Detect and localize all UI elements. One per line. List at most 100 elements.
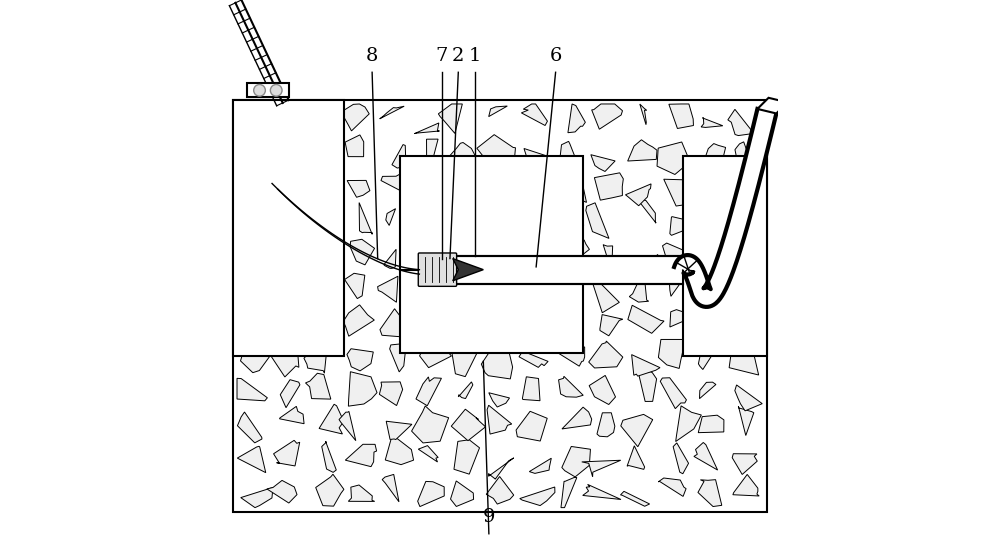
Polygon shape [237,378,267,401]
Polygon shape [266,313,301,335]
Text: 6: 6 [549,47,562,64]
Polygon shape [490,207,506,224]
Polygon shape [304,349,327,373]
Polygon shape [708,320,728,352]
Polygon shape [243,220,271,244]
Polygon shape [547,292,565,321]
Polygon shape [712,197,738,222]
Polygon shape [392,145,406,168]
Polygon shape [698,343,715,370]
Polygon shape [244,144,266,170]
Polygon shape [592,104,622,129]
Polygon shape [418,481,444,507]
Polygon shape [707,282,743,321]
Polygon shape [516,411,547,441]
Polygon shape [518,163,539,190]
Polygon shape [451,160,465,184]
Polygon shape [555,259,575,285]
Polygon shape [498,311,513,339]
Polygon shape [732,454,757,474]
Polygon shape [271,173,301,204]
Polygon shape [533,237,549,266]
Polygon shape [450,142,475,168]
Polygon shape [481,345,513,379]
Polygon shape [350,239,375,265]
Polygon shape [448,167,478,195]
Polygon shape [621,414,653,446]
Bar [400,156,583,353]
Polygon shape [274,440,300,466]
Polygon shape [561,240,589,264]
Polygon shape [322,441,336,473]
Polygon shape [310,147,315,161]
Polygon shape [628,140,657,161]
Polygon shape [702,280,720,300]
Polygon shape [412,160,439,177]
Polygon shape [489,106,507,117]
Polygon shape [515,290,533,309]
Polygon shape [385,435,414,465]
Polygon shape [545,200,578,227]
Polygon shape [451,481,474,507]
Polygon shape [728,110,754,136]
Polygon shape [237,183,262,206]
Bar [433,256,683,284]
Polygon shape [640,104,647,125]
Polygon shape [511,196,530,217]
Polygon shape [694,297,709,324]
Polygon shape [516,211,549,234]
Polygon shape [319,404,344,434]
Polygon shape [481,332,503,349]
Polygon shape [520,487,555,505]
Polygon shape [275,283,293,307]
Polygon shape [484,180,513,210]
Polygon shape [452,346,478,376]
Polygon shape [663,243,688,262]
Polygon shape [583,484,621,499]
Polygon shape [452,326,470,349]
Polygon shape [589,341,623,368]
Polygon shape [241,488,273,508]
Polygon shape [310,326,322,350]
Polygon shape [519,351,548,368]
Polygon shape [420,334,451,368]
Polygon shape [246,246,270,271]
Polygon shape [738,406,754,435]
Polygon shape [639,371,657,401]
Polygon shape [384,249,396,269]
Polygon shape [378,276,398,302]
Polygon shape [418,171,437,194]
Polygon shape [444,271,459,303]
Polygon shape [625,184,651,206]
Polygon shape [406,326,428,349]
Polygon shape [268,219,299,241]
Polygon shape [664,179,697,206]
Polygon shape [425,271,448,301]
Polygon shape [306,138,342,170]
Polygon shape [251,281,269,296]
Polygon shape [304,246,335,272]
Polygon shape [327,182,339,206]
Polygon shape [589,375,616,405]
Polygon shape [446,205,479,237]
Polygon shape [268,340,299,377]
Polygon shape [273,256,305,281]
Polygon shape [269,206,299,239]
Polygon shape [456,225,471,262]
Polygon shape [407,262,429,286]
Polygon shape [737,214,760,229]
Polygon shape [670,217,689,235]
Text: 2: 2 [452,47,464,64]
Polygon shape [454,440,480,474]
Polygon shape [345,444,377,466]
Polygon shape [488,458,514,479]
Polygon shape [591,155,615,171]
Polygon shape [451,409,486,441]
Polygon shape [240,204,273,235]
Polygon shape [275,105,308,128]
Polygon shape [568,104,585,133]
Circle shape [254,85,265,96]
Polygon shape [237,104,257,137]
Polygon shape [409,186,441,212]
Text: 9: 9 [483,508,495,526]
